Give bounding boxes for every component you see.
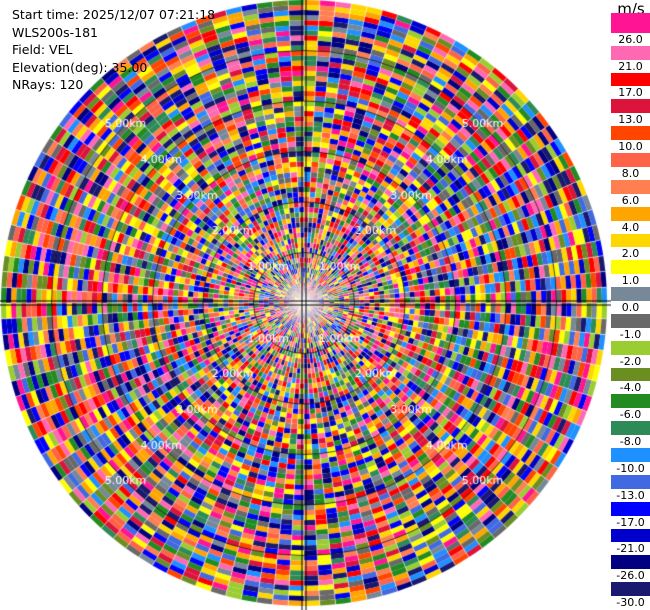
- colorbar-tick-label: 6.0: [611, 193, 650, 207]
- colorbar-tick-label: 1.0: [611, 274, 650, 288]
- site-name-text: WLS200s-181: [12, 24, 98, 40]
- colorbar-tick-label: 17.0: [611, 86, 650, 100]
- colorbar-tick-label: 21.0: [611, 59, 650, 73]
- start-time-text: Start time: 2025/12/07 07:21:18: [12, 7, 216, 22]
- colorbar-tick-label: -21.0: [611, 542, 650, 556]
- colorbar-tick-label: -30.0: [611, 596, 650, 609]
- colorbar-tick-label: 4.0: [611, 220, 650, 234]
- colorbar-tick-label: -10.0: [611, 461, 650, 475]
- ppi-scan-plot: [0, 0, 611, 610]
- colorbar-tick-label: 8.0: [611, 166, 650, 180]
- colorbar: 26.0 21.0 17.0 13.0 10.0 8.0 6.0 4.0 2.0 1.0 0.0 -1…: [611, 13, 650, 609]
- colorbar-tick-label: -4.0: [611, 381, 650, 395]
- colorbar-tick-label: -26.0: [611, 569, 650, 583]
- colorbar-tick-label: -6.0: [611, 408, 650, 422]
- colorbar-tick-label: 2.0: [611, 247, 650, 261]
- colorbar-tick-label: -1.0: [611, 327, 650, 341]
- colorbar-tick-label: 0.0: [611, 301, 650, 314]
- colorbar-tick-label: 26.0: [611, 32, 650, 46]
- colorbar-tick-label: -2.0: [611, 354, 650, 368]
- colorbar-tick-label: -17.0: [611, 515, 650, 529]
- colorbar-tick-label: -8.0: [611, 435, 650, 449]
- elevation-text: Elevation(deg): 35.00: [12, 59, 148, 75]
- field-text: Field: VEL: [12, 42, 73, 57]
- scan-info: Start time: 2025/12/07 07:21:18 WLS200s-…: [12, 6, 215, 94]
- nrays-text: NRays: 120: [12, 77, 84, 92]
- colorbar-tick-label: 13.0: [611, 113, 650, 127]
- colorbar-tick-label: -13.0: [611, 488, 650, 502]
- colorbar-tick-label: 10.0: [611, 140, 650, 154]
